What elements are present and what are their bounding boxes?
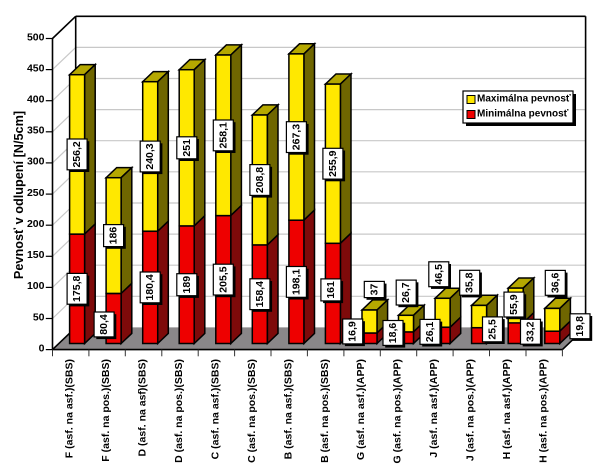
svg-text:F (asf. na asf.)(SBS): F (asf. na asf.)(SBS) (64, 359, 76, 458)
svg-text:26,7: 26,7 (400, 282, 412, 303)
svg-text:267,3: 267,3 (290, 124, 302, 150)
svg-text:H (asf. na asf.)(APP): H (asf. na asf.)(APP) (501, 359, 513, 459)
svg-text:240,3: 240,3 (144, 143, 156, 169)
svg-text:200: 200 (27, 218, 45, 230)
svg-text:16,9: 16,9 (347, 321, 359, 342)
svg-text:500: 500 (27, 31, 45, 43)
svg-text:250: 250 (27, 187, 45, 199)
svg-text:198,1: 198,1 (290, 269, 302, 295)
svg-text:161: 161 (325, 281, 337, 299)
svg-text:158,4: 158,4 (254, 281, 266, 307)
svg-text:J (asf. na pos.)(APP): J (asf. na pos.)(APP) (465, 359, 477, 461)
svg-text:150: 150 (27, 249, 45, 261)
svg-text:80,4: 80,4 (98, 314, 110, 335)
svg-text:35,8: 35,8 (464, 272, 476, 293)
svg-text:J (asf. na asf.)(APP): J (asf. na asf.)(APP) (428, 359, 440, 458)
svg-text:25,5: 25,5 (487, 319, 499, 340)
svg-text:251: 251 (181, 139, 193, 157)
svg-text:33,2: 33,2 (525, 321, 537, 342)
svg-text:37: 37 (368, 284, 380, 296)
svg-text:450: 450 (27, 62, 45, 74)
svg-text:55,9: 55,9 (508, 294, 520, 315)
svg-text:0: 0 (39, 342, 45, 354)
svg-text:255,9: 255,9 (327, 150, 339, 176)
svg-text:D (asf. na asf)(SBS): D (asf. na asf)(SBS) (137, 359, 149, 456)
svg-text:19,8: 19,8 (574, 316, 586, 337)
svg-text:258,1: 258,1 (217, 122, 229, 148)
svg-text:175,8: 175,8 (71, 276, 83, 302)
svg-text:189: 189 (181, 276, 193, 294)
svg-text:400: 400 (27, 94, 45, 106)
svg-text:18,6: 18,6 (387, 323, 399, 344)
svg-text:C (asf. na asf.)(SBS): C (asf. na asf.)(SBS) (209, 359, 221, 459)
svg-text:G (asf. na pos.)(APP): G (asf. na pos.)(APP) (392, 359, 404, 463)
svg-text:Maximálna pevnosť: Maximálna pevnosť (477, 94, 571, 105)
svg-text:G (asf. na asf.)(APP): G (asf. na asf.)(APP) (355, 359, 367, 460)
svg-text:208,8: 208,8 (254, 167, 266, 193)
svg-text:350: 350 (27, 125, 45, 137)
svg-text:26,1: 26,1 (424, 322, 436, 343)
svg-text:205,5: 205,5 (217, 266, 229, 292)
svg-text:B (asf. na asf.)(SBS): B (asf. na asf.)(SBS) (282, 359, 294, 459)
svg-text:50: 50 (33, 311, 45, 323)
svg-text:F (asf. na pos.)(SBS): F (asf. na pos.)(SBS) (100, 359, 112, 462)
svg-text:100: 100 (27, 280, 45, 292)
svg-text:C (asf. na pos.)(SBS): C (asf. na pos.)(SBS) (246, 359, 258, 463)
svg-text:300: 300 (27, 156, 45, 168)
svg-text:186: 186 (108, 227, 120, 245)
svg-text:Minimálna pevnosť: Minimálna pevnosť (477, 109, 569, 120)
svg-text:Pevnosť v odlupení [N/5cm]: Pevnosť v odlupení [N/5cm] (12, 111, 26, 279)
svg-text:46,5: 46,5 (433, 264, 445, 285)
svg-text:B (asf. na pos.)(SBS): B (asf. na pos.)(SBS) (319, 359, 331, 463)
svg-text:H (asf. na pos.)(APP): H (asf. na pos.)(APP) (538, 359, 550, 463)
svg-text:36,6: 36,6 (549, 273, 561, 294)
svg-text:256,2: 256,2 (71, 141, 83, 167)
svg-text:180,4: 180,4 (144, 274, 156, 300)
svg-text:D (asf. na pos.)(SBS): D (asf. na pos.)(SBS) (173, 359, 185, 463)
